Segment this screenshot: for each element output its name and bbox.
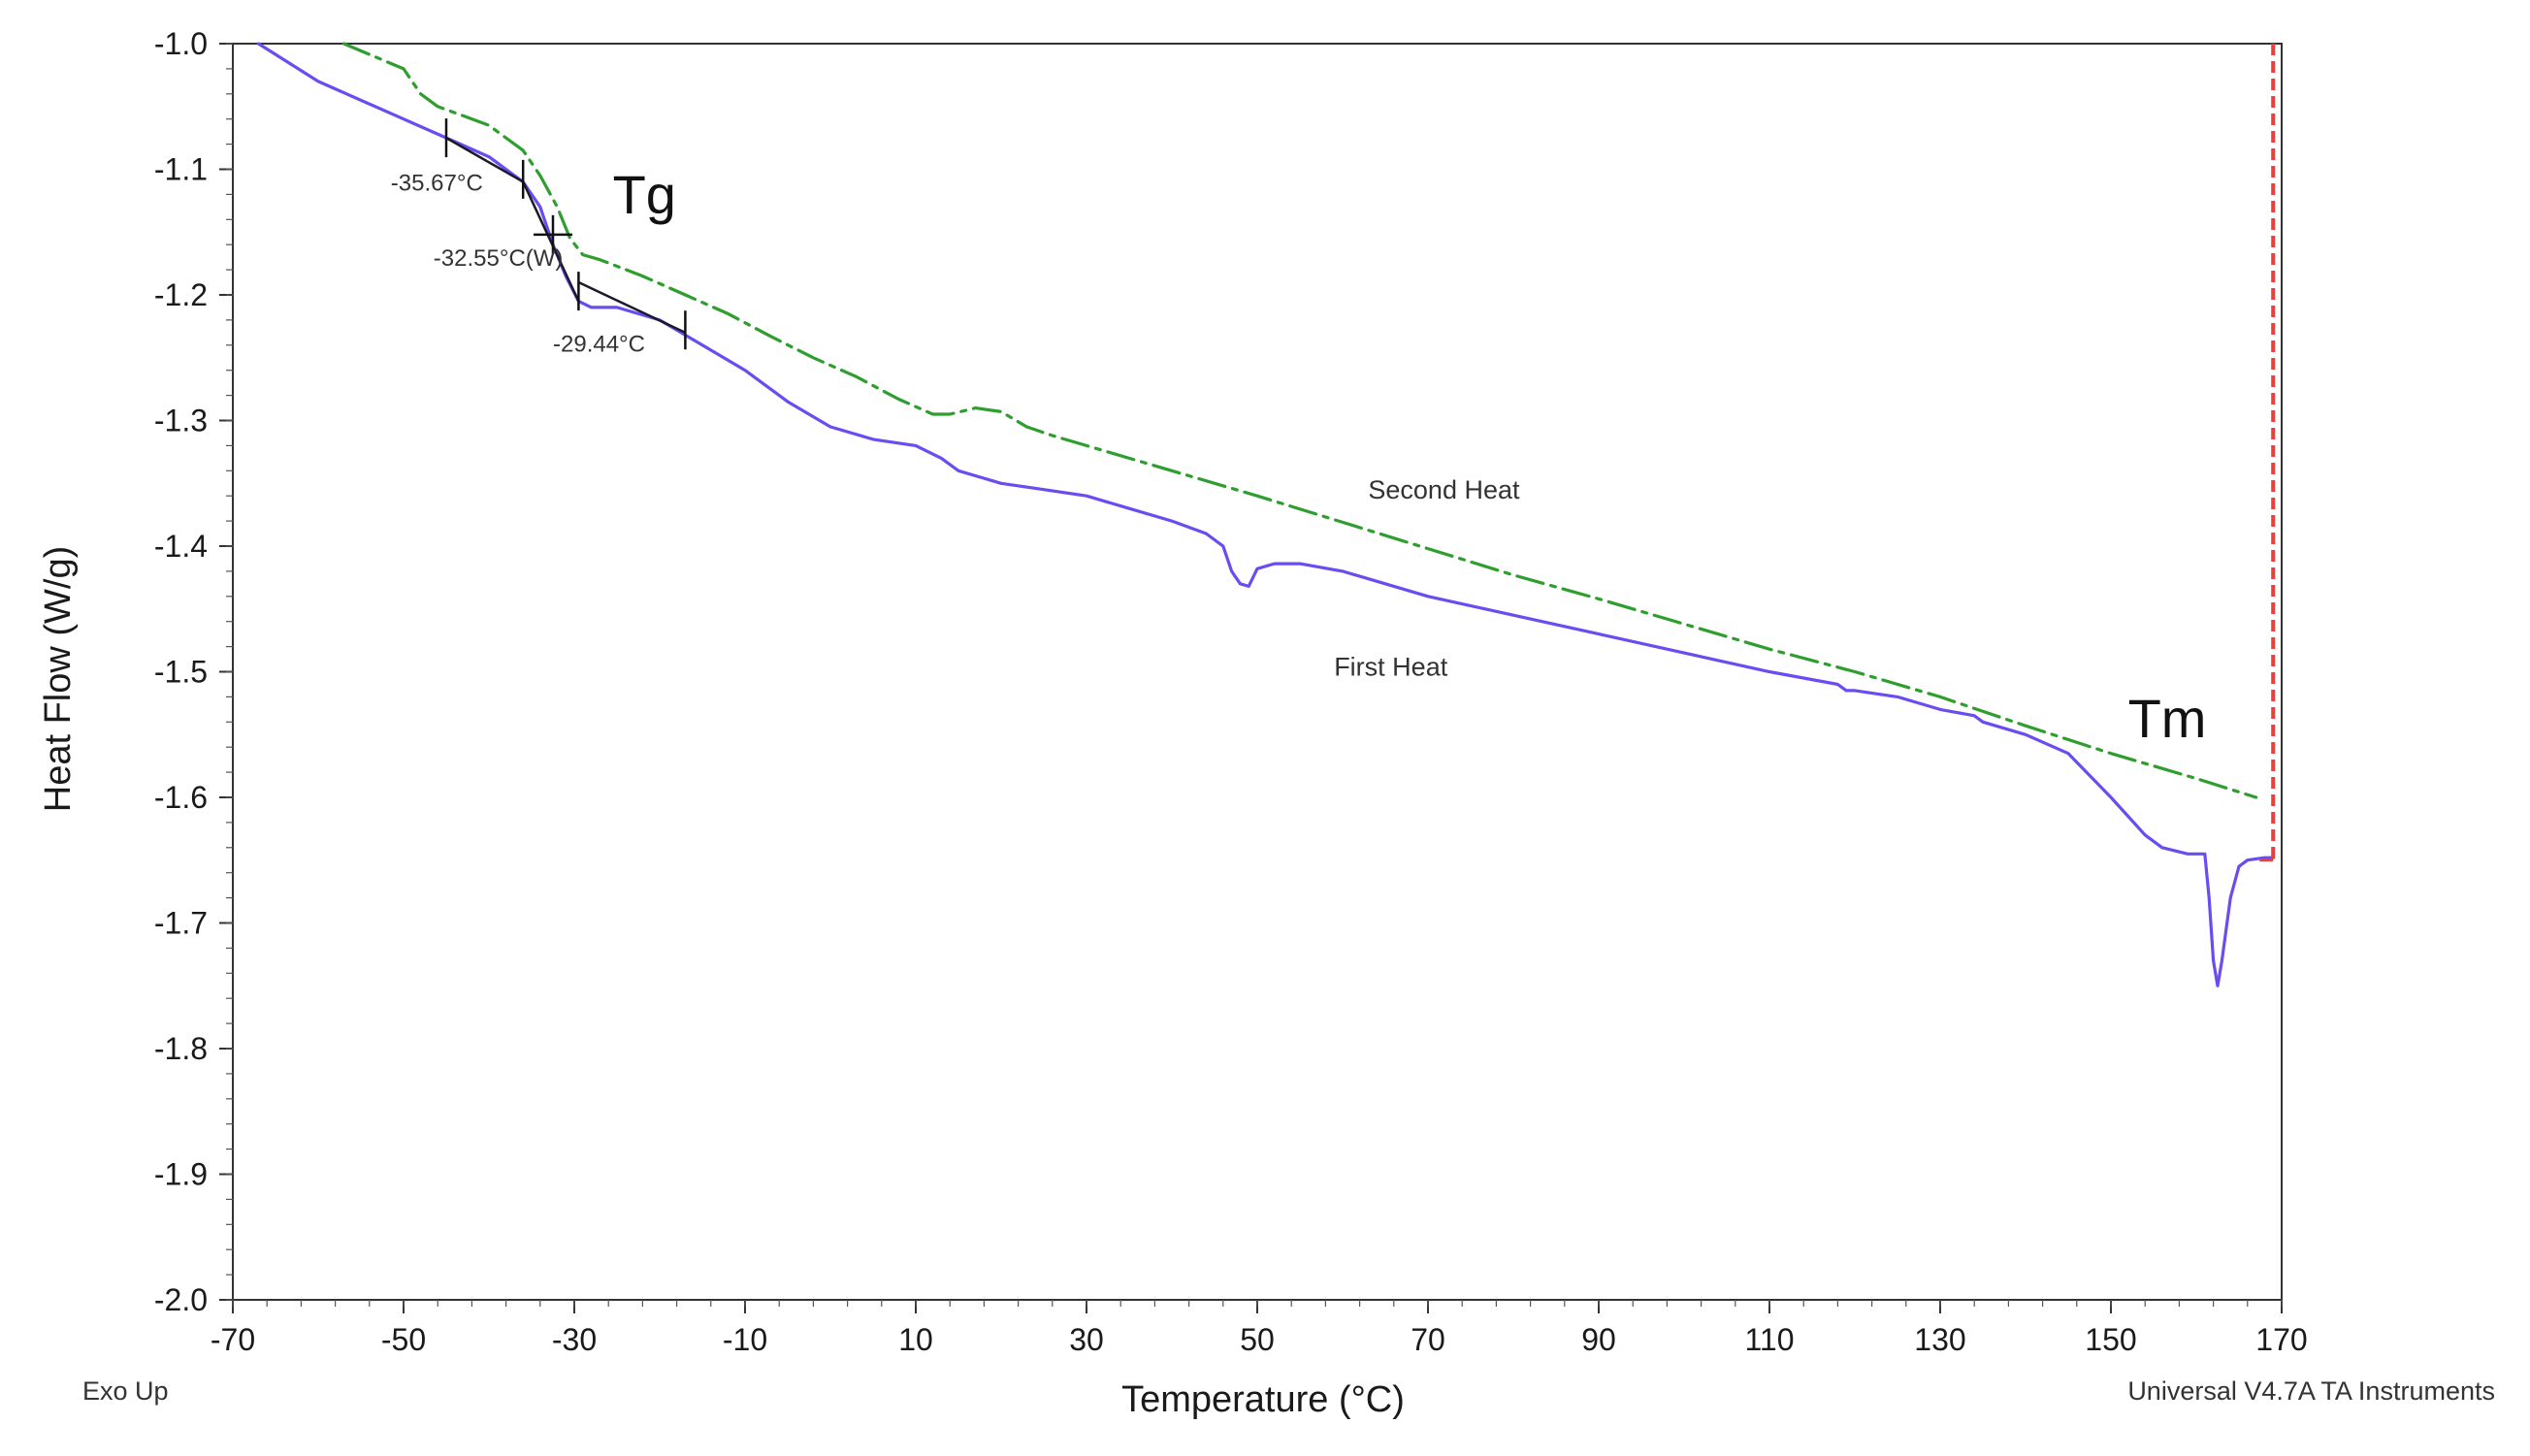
y-tick-label: -1.3 (154, 404, 208, 438)
y-tick-label: -2.0 (154, 1282, 208, 1317)
annotation-first-heat: First Heat (1334, 652, 1448, 681)
series-line-first-heat (256, 42, 2275, 987)
annotation-tg: Tg (613, 164, 676, 225)
x-tick-label: 170 (2255, 1322, 2307, 1357)
x-tick-label: -30 (552, 1322, 597, 1357)
y-tick-label: -1.9 (154, 1157, 208, 1192)
y-axis-ticks: -1.0 -1.1 -1.2 -1.3 -1.4 -1.5 -1.6 -1.7 -1.8 -1.9… (154, 26, 233, 1317)
x-tick-label: -50 (381, 1322, 426, 1357)
x-axis-ticks: -70 -50 -30 -10 10 30 50 70 90 110 130 150 170 (211, 1300, 2308, 1357)
x-tick-label: 110 (1744, 1322, 1794, 1357)
x-tick-label: 50 (1240, 1322, 1275, 1357)
annotation-tm: Tm (2128, 688, 2207, 749)
x-tick-label: 150 (2085, 1322, 2136, 1357)
y-tick-label: -1.5 (154, 655, 208, 690)
y-axis-title: Heat Flow (W/g) (38, 546, 79, 812)
tangent-line (522, 180, 580, 303)
y-tick-label: -1.2 (154, 277, 208, 312)
x-tick-label: -70 (211, 1322, 255, 1357)
x-tick-label: 30 (1069, 1322, 1104, 1357)
tangent-line (577, 280, 686, 334)
x-tick-label: 130 (1914, 1322, 1965, 1357)
annotation-35-67-c: -35.67°C (391, 171, 483, 197)
y-tick-label: -1.6 (154, 780, 208, 815)
annotation-second-heat: Second Heat (1368, 475, 1520, 504)
y-tick-label: -1.0 (154, 26, 208, 61)
series-layer (256, 42, 2276, 987)
annotation-layer: -35.67°C -32.55°C(W) -29.44°C Tg Second Heat… (391, 164, 2207, 749)
y-tick-label: -1.4 (154, 529, 208, 564)
tangent-layer (444, 118, 687, 350)
x-axis-title: Temperature (°C) (1121, 1379, 1405, 1420)
series-line-second-heat (341, 42, 2258, 799)
x-tick-label: 70 (1411, 1322, 1445, 1357)
y-tick-label: -1.1 (154, 152, 208, 187)
tangent-line (445, 137, 524, 183)
x-tick-label: 10 (898, 1322, 933, 1357)
annotation-32-55-c-w: -32.55°C(W) (434, 245, 564, 272)
x-tick-label: -10 (723, 1322, 767, 1357)
x-tick-label: 90 (1581, 1322, 1616, 1357)
footer-instrument-info: Universal V4.7A TA Instruments (2127, 1376, 2495, 1406)
annotation-29-44-c: -29.44°C (553, 331, 645, 357)
y-tick-label: -1.8 (154, 1031, 208, 1066)
footer-exo-up: Exo Up (82, 1376, 169, 1406)
y-tick-label: -1.7 (154, 906, 208, 941)
